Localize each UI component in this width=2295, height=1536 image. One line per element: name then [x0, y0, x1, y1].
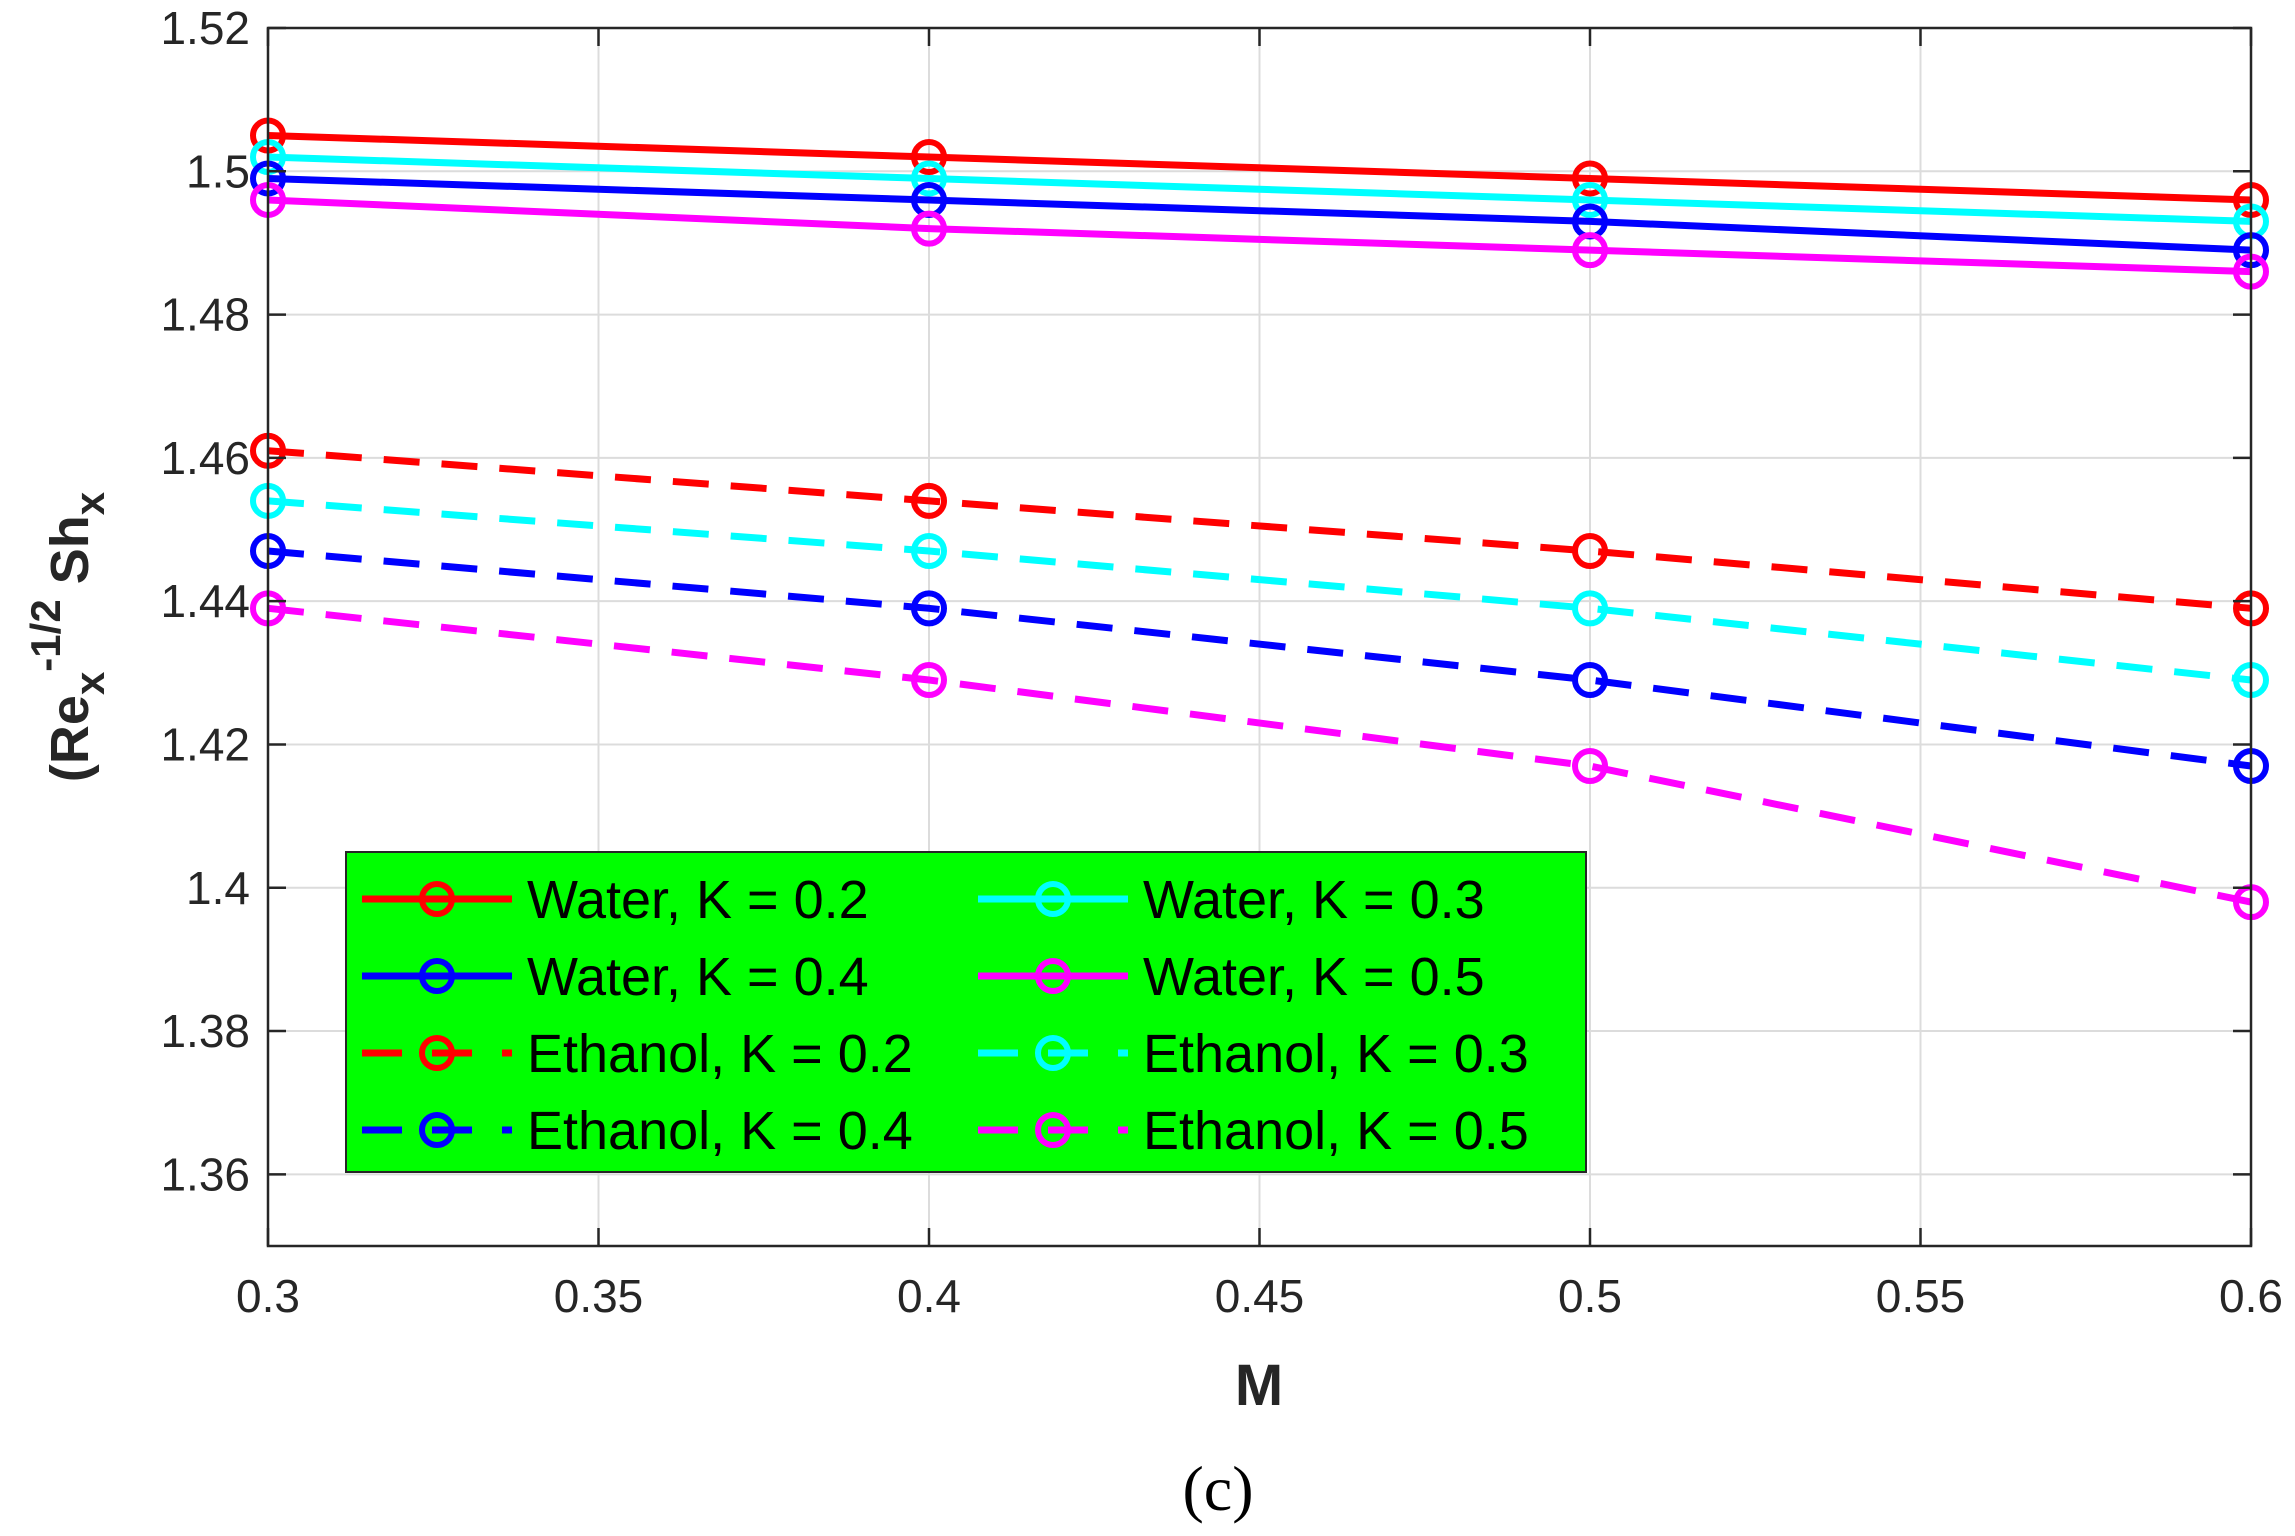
legend-item: Ethanol, K = 0.3 — [978, 1024, 1529, 1084]
series-line — [267, 547, 2252, 770]
legend-label: Water, K = 0.5 — [1143, 947, 1485, 1007]
legend-item: Water, K = 0.2 — [362, 870, 869, 930]
x-tick-label: 0.4 — [897, 1270, 961, 1322]
y-tick-label: 1.42 — [160, 718, 250, 770]
legend-label: Ethanol, K = 0.4 — [527, 1101, 913, 1161]
legend-marker — [419, 958, 455, 994]
data-point — [1572, 661, 1608, 698]
legend-item: Water, K = 0.4 — [362, 947, 869, 1007]
series-line — [267, 604, 2252, 906]
data-point — [911, 590, 947, 627]
legend: Water, K = 0.2 Water, K = 0.3 Water, K = 0… — [345, 851, 1587, 1173]
legend-item: Ethanol, K = 0.2 — [362, 1024, 913, 1084]
x-tick-label: 0.3 — [236, 1270, 300, 1322]
panel-label: (c) — [1182, 1453, 1253, 1524]
series-line — [267, 153, 2252, 225]
data-point — [1572, 181, 1608, 218]
legend-item: Ethanol, K = 0.5 — [978, 1101, 1529, 1161]
legend-label: Water, K = 0.2 — [527, 870, 869, 930]
data-point — [911, 160, 947, 197]
legend-marker — [1035, 958, 1071, 994]
data-point — [911, 533, 947, 570]
x-tick-label: 0.6 — [2219, 1270, 2283, 1322]
legend-marker — [419, 881, 455, 917]
data-point — [1572, 747, 1608, 784]
y-tick-label: 1.52 — [160, 2, 250, 54]
x-tick-label: 0.55 — [1876, 1270, 1966, 1322]
legend-label: Ethanol, K = 0.2 — [527, 1024, 913, 1084]
legend-marker — [1035, 1112, 1071, 1148]
data-point — [1572, 590, 1608, 627]
legend-item: Ethanol, K = 0.4 — [362, 1101, 913, 1161]
series-line — [267, 447, 2252, 612]
series-layer — [250, 117, 2269, 921]
x-tick-label: 0.5 — [1558, 1270, 1622, 1322]
legend-item: Water, K = 0.5 — [978, 947, 1485, 1007]
series-line — [267, 175, 2252, 254]
data-point — [1572, 160, 1608, 197]
legend-marker — [1035, 881, 1071, 917]
y-axis-label: (Rex-1/2 Shx — [22, 491, 113, 782]
x-tick-label: 0.45 — [1215, 1270, 1305, 1322]
x-tick-label: 0.35 — [554, 1270, 644, 1322]
x-axis-label: M — [1235, 1353, 1283, 1418]
legend-background — [345, 851, 1587, 1173]
legend-item: Water, K = 0.3 — [978, 870, 1485, 930]
data-point — [911, 210, 947, 247]
y-axis-ticks: 1.36 1.38 1.4 1.42 1.44 1.46 1.48 1.5 1.52 — [160, 2, 2251, 1200]
series-line — [267, 497, 2252, 684]
legend-label: Water, K = 0.3 — [1143, 870, 1485, 930]
data-point — [911, 482, 947, 519]
legend-marker — [1035, 1035, 1071, 1071]
data-point — [911, 661, 947, 698]
y-tick-label: 1.44 — [160, 575, 250, 627]
y-tick-label: 1.36 — [160, 1148, 250, 1200]
legend-label: Ethanol, K = 0.3 — [1143, 1024, 1529, 1084]
series-1 — [250, 117, 2269, 218]
legend-label: Water, K = 0.4 — [527, 947, 869, 1007]
data-point — [1572, 533, 1608, 570]
data-point — [1572, 232, 1608, 269]
y-tick-label: 1.48 — [160, 289, 250, 341]
y-tick-label: 1.5 — [186, 145, 250, 197]
series-2 — [250, 138, 2269, 240]
legend-marker — [419, 1112, 455, 1148]
series-line — [267, 196, 2252, 276]
y-tick-label: 1.4 — [186, 862, 250, 914]
series-line — [267, 132, 2252, 204]
y-tick-label: 1.46 — [160, 432, 250, 484]
legend-marker — [419, 1035, 455, 1071]
legend-label: Ethanol, K = 0.5 — [1143, 1101, 1529, 1161]
x-axis-ticks: 0.3 0.35 0.4 0.45 0.5 0.55 0.6 — [236, 28, 2283, 1322]
data-point — [911, 138, 947, 175]
y-tick-label: 1.38 — [160, 1005, 250, 1057]
